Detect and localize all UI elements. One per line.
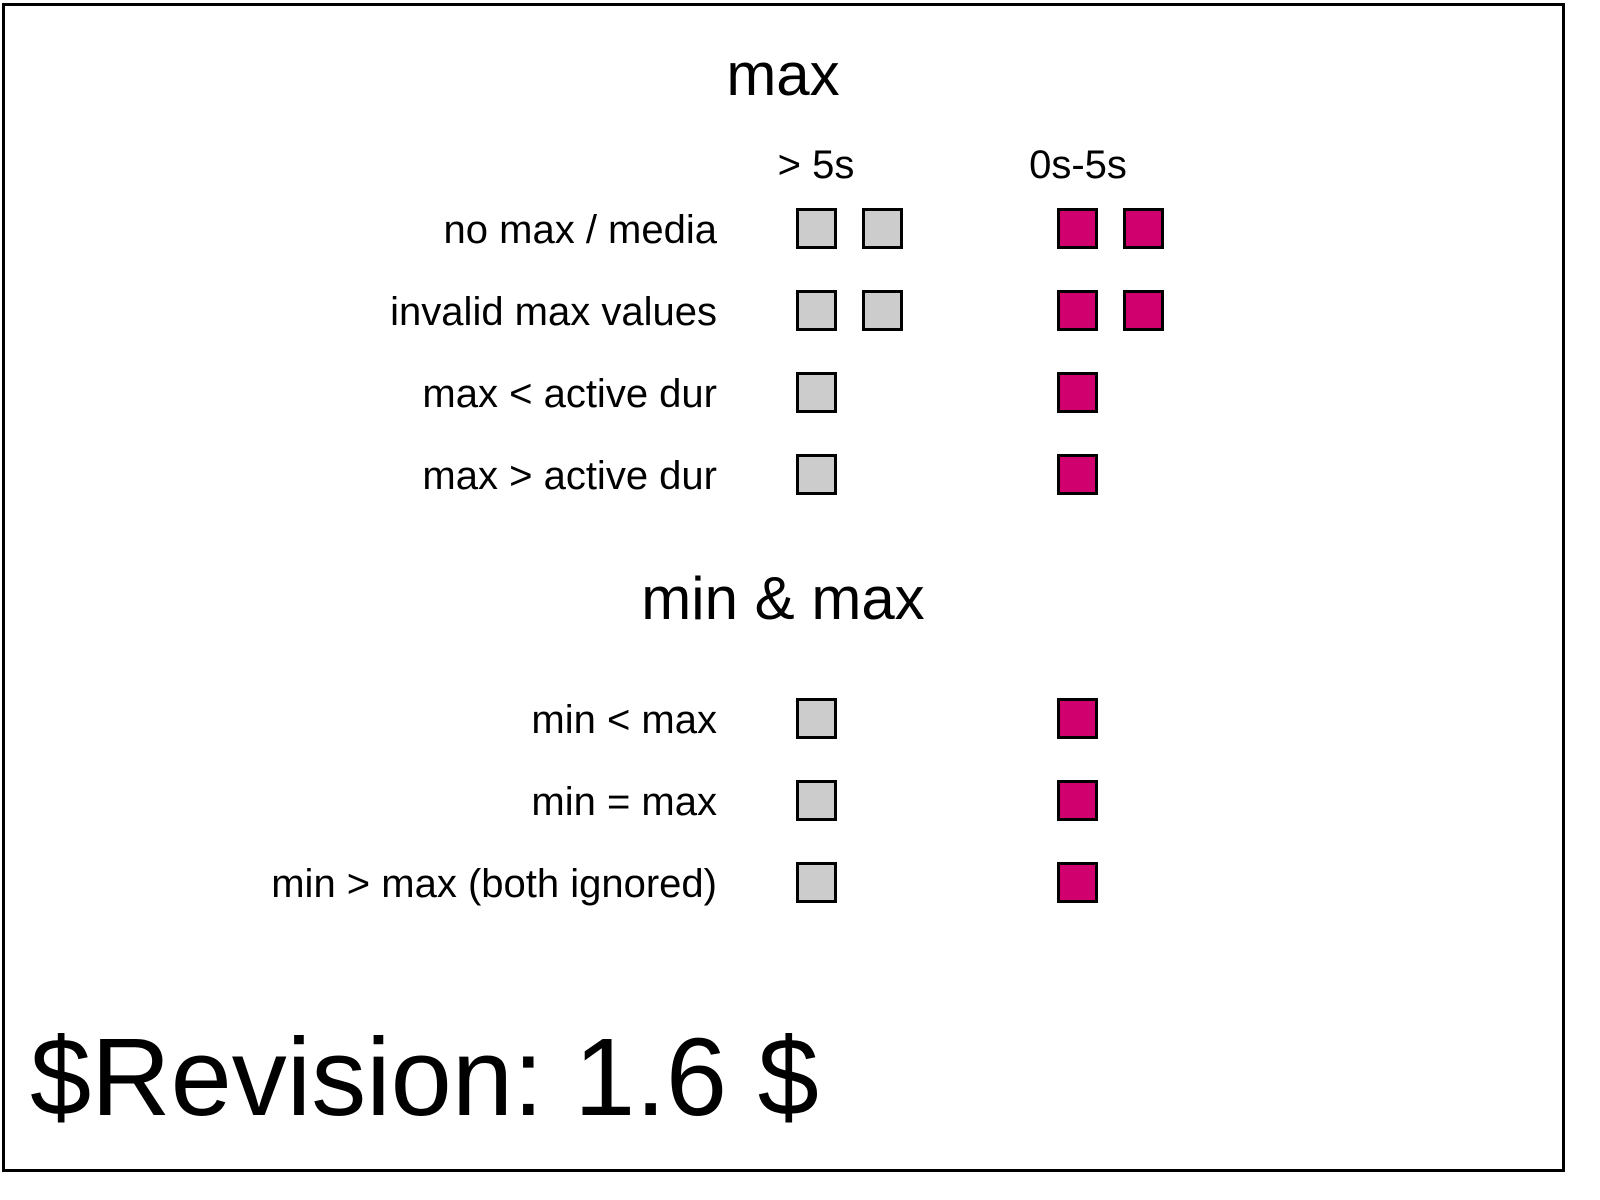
row-label-min-gt-max: min > max (both ignored) bbox=[271, 862, 717, 906]
column-header-0s-5s: 0s-5s bbox=[1029, 143, 1127, 187]
gray-square bbox=[796, 208, 837, 249]
gray-square bbox=[796, 862, 837, 903]
gray-square bbox=[796, 780, 837, 821]
gray-square bbox=[862, 290, 903, 331]
gray-square bbox=[796, 698, 837, 739]
magenta-square bbox=[1057, 698, 1098, 739]
row-label-max-gt-active-dur: max > active dur bbox=[422, 454, 717, 498]
test-frame bbox=[2, 3, 1565, 1172]
magenta-square bbox=[1057, 454, 1098, 495]
section-title-min-and-max: min & max bbox=[641, 565, 925, 632]
row-label-no-max-media: no max / media bbox=[443, 208, 717, 252]
magenta-square bbox=[1057, 780, 1098, 821]
gray-square bbox=[796, 454, 837, 495]
column-header-over-5s: > 5s bbox=[777, 143, 855, 187]
row-label-min-lt-max: min < max bbox=[531, 698, 717, 742]
row-label-min-eq-max: min = max bbox=[531, 780, 717, 824]
gray-square bbox=[862, 208, 903, 249]
magenta-square bbox=[1057, 372, 1098, 413]
magenta-square bbox=[1123, 208, 1164, 249]
revision-text: $Revision: 1.6 $ bbox=[30, 1016, 819, 1139]
gray-square bbox=[796, 290, 837, 331]
gray-square bbox=[796, 372, 837, 413]
row-label-invalid-max-values: invalid max values bbox=[390, 290, 717, 334]
magenta-square bbox=[1057, 290, 1098, 331]
section-title-max: max bbox=[726, 41, 840, 108]
magenta-square bbox=[1057, 208, 1098, 249]
magenta-square bbox=[1123, 290, 1164, 331]
magenta-square bbox=[1057, 862, 1098, 903]
row-label-max-lt-active-dur: max < active dur bbox=[422, 372, 717, 416]
